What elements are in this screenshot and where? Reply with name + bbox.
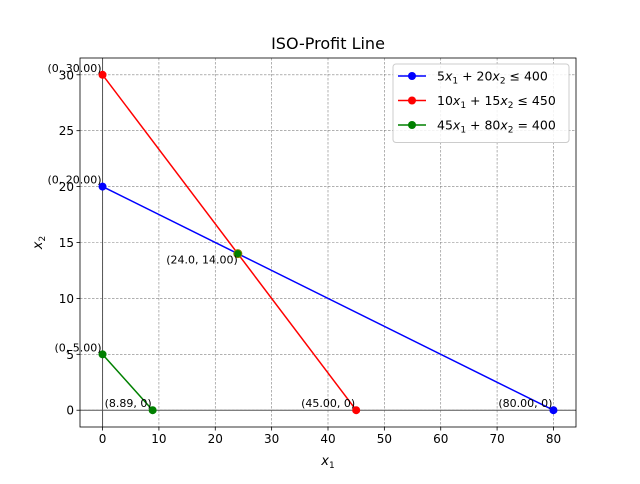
x-tick-label: 40 [320, 432, 335, 446]
legend-box [392, 63, 570, 143]
y-tick-label: 10 [59, 292, 74, 306]
y-tick-label: 5 [66, 348, 74, 362]
y-tick-label: 20 [59, 180, 74, 194]
data-point [549, 406, 558, 415]
series-2 [98, 70, 361, 415]
series-line [101, 353, 154, 411]
x-tick-label: 80 [546, 432, 561, 446]
legend: 5x1 + 20x2 ≤ 400 10x1 + 15x2 ≤ 450 45x1 + … [392, 63, 570, 143]
x-axis-label-sub: 1 [329, 461, 335, 471]
x-tick-label: 30 [264, 432, 279, 446]
data-point [98, 70, 107, 79]
point-annotation: (0, 5.00) [54, 341, 101, 354]
data-point [98, 350, 107, 359]
x-tick-label: 60 [433, 432, 448, 446]
legend-marker [408, 72, 416, 80]
axis-reference-lines [80, 58, 576, 427]
x-tick-label: 0 [99, 432, 107, 446]
point-annotation: (0, 20.00) [47, 174, 101, 187]
legend-label: 5x1 + 20x2 ≤ 400 [437, 69, 548, 87]
intersection-point [233, 249, 243, 259]
point-annotation: (80.00, 0) [498, 397, 552, 410]
y-tick-label: 30 [59, 68, 74, 82]
point-annotation: (8.89, 0) [105, 397, 152, 410]
chart-title: ISO-Profit Line [271, 34, 385, 53]
data-point [98, 182, 107, 191]
series-1 [98, 182, 558, 415]
y-axis-label-sub: 2 [38, 236, 48, 242]
legend-label: 45x1 + 80x2 = 400 [437, 118, 556, 136]
point-annotation: (45.00, 0) [301, 397, 355, 410]
x-tick-label: 20 [208, 432, 223, 446]
legend-marker [408, 96, 416, 105]
ticks: 0 10 20 30 40 50 60 70 80 0 5 10 15 20 25 30 [59, 68, 561, 446]
legend-entry: 45x1 + 80x2 = 400 [398, 118, 556, 136]
x-axis-label-base: x [320, 454, 329, 469]
y-tick-label: 15 [59, 236, 74, 250]
series-line [101, 74, 357, 411]
data-point [148, 406, 157, 415]
data-point [352, 406, 361, 415]
legend-entry: 10x1 + 15x2 ≤ 450 [398, 93, 556, 111]
point-annotation: (24.0, 14.00) [166, 254, 238, 267]
series-3 [98, 350, 157, 415]
y-tick-label: 0 [66, 404, 74, 418]
annotation-layer: (0, 30.00) (0, 20.00) (0, 5.00) (8.89, 0) (4… [47, 62, 552, 410]
x-tick-label: 70 [489, 432, 504, 446]
point-annotation: (0, 30.00) [47, 62, 101, 75]
series-layer [98, 70, 558, 415]
y-tick-label: 25 [59, 124, 74, 138]
legend-marker [408, 121, 416, 129]
legend-label: 10x1 + 15x2 ≤ 450 [437, 93, 556, 111]
series-line [102, 185, 554, 411]
x-axis-label: x1 [320, 454, 334, 471]
y-axis-label-base: x [31, 241, 46, 250]
y-axis-label: x2 [31, 236, 48, 250]
x-tick-label: 10 [151, 432, 166, 446]
legend-entry: 5x1 + 20x2 ≤ 400 [398, 69, 548, 87]
x-tick-label: 50 [377, 432, 392, 446]
